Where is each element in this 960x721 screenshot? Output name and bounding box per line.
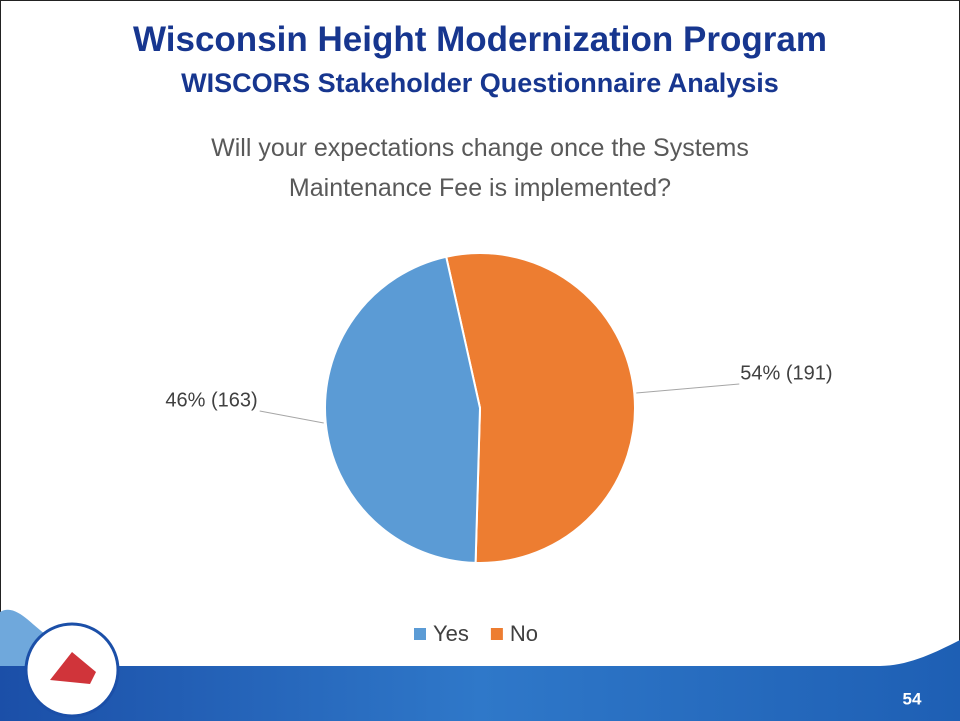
legend-swatch <box>490 628 503 640</box>
logo-mark <box>50 652 96 684</box>
data-label: 46% (163) <box>165 389 257 411</box>
footer-band <box>0 640 960 721</box>
slide-subtitle: WISCORS Stakeholder Questionnaire Analys… <box>181 68 779 98</box>
page-number: 54 <box>903 689 922 708</box>
pie-slice <box>444 252 636 564</box>
legend-label: Yes <box>433 621 469 646</box>
leader-line <box>259 410 324 424</box>
slide-title: Wisconsin Height Modernization Program <box>133 20 827 59</box>
pie-slice <box>324 255 482 564</box>
legend-swatch <box>414 628 426 640</box>
chart-title: Will your expectations change once the S… <box>211 134 749 202</box>
data-label: 54% (191) <box>740 362 832 384</box>
legend-label: No <box>510 621 538 646</box>
leader-line <box>636 383 740 394</box>
